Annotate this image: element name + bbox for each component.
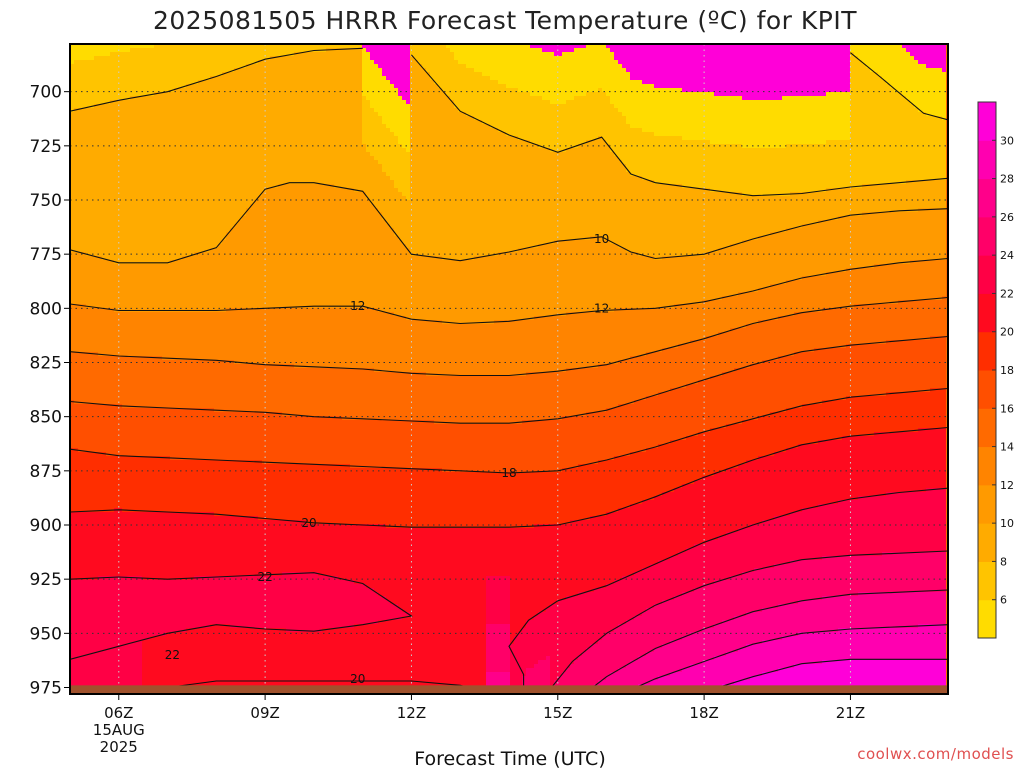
isotherm-24	[547, 550, 948, 693]
colorbar-tick-label: 30	[1000, 134, 1014, 147]
y-tick-label: 950	[30, 624, 62, 644]
colorbar-tick-label: 16	[1000, 402, 1014, 415]
colorbar-segment	[978, 293, 996, 333]
colorbar-tick-label: 24	[1000, 249, 1014, 262]
grid	[70, 44, 948, 694]
colorbar-tick-label: 28	[1000, 173, 1014, 186]
y-tick-label: 925	[30, 570, 62, 590]
x-axis-label: Forecast Time (UTC)	[414, 748, 605, 768]
isotherm-20	[70, 426, 948, 528]
colorbar-tick-label: 18	[1000, 364, 1014, 377]
contour-label: 22	[257, 570, 272, 584]
colorbar-tick-label: 12	[1000, 479, 1014, 492]
colorbar-segment	[978, 178, 996, 218]
isotherm-6	[850, 52, 948, 121]
isotherm-14	[70, 296, 948, 377]
y-tick-label: 850	[30, 408, 62, 428]
colorbar-segment	[978, 408, 996, 448]
plot-frame	[69, 43, 949, 695]
colorbar-segment	[978, 446, 996, 486]
y-tick-label: 725	[30, 137, 62, 157]
colorbar-tick-label: 6	[1000, 594, 1007, 607]
isotherm-22	[70, 572, 413, 660]
isotherm-22	[508, 487, 948, 692]
colorbar-segment	[978, 561, 996, 601]
x-tick-label: 21Z	[836, 704, 865, 722]
ground-surface	[70, 685, 948, 694]
colorbar-segment	[978, 370, 996, 409]
colorbar-tick-label: 22	[1000, 287, 1014, 300]
colorbar-segment	[978, 523, 996, 562]
isotherm-8	[410, 54, 948, 197]
isotherm-18	[70, 387, 948, 474]
colorbar-tick-label: 20	[1000, 326, 1014, 339]
isotherm-26	[586, 589, 948, 693]
contour-label: 20	[350, 672, 365, 686]
colorbar-tick-label: 10	[1000, 517, 1014, 530]
y-tick-label: 975	[30, 679, 62, 699]
contour-label: 20	[301, 516, 316, 530]
chart-title: 2025081505 HRRR Forecast Temperature (ºC…	[153, 6, 857, 35]
isotherm-lines	[70, 47, 948, 693]
x-tick-label: 06Z	[104, 704, 133, 722]
x-tick-label: 12Z	[397, 704, 426, 722]
x-tick-date: 15AUG	[93, 721, 145, 739]
x-tick-label: 18Z	[689, 704, 718, 722]
x-tick-label: 09Z	[250, 704, 279, 722]
x-tick-label: 15Z	[543, 704, 572, 722]
contour-label: 12	[594, 301, 609, 315]
contour-label: 12	[350, 299, 365, 313]
isotherm-10	[70, 182, 948, 264]
x-tick-year: 2025	[100, 738, 138, 756]
colorbar: 6 8 10 12 14 16 18 20 22 24 26 28 30	[977, 101, 1014, 639]
temperature-field	[70, 44, 948, 694]
credit-text[interactable]: coolwx.com/models	[857, 745, 1014, 763]
colorbar-segment	[978, 331, 996, 371]
plot-area: 10 12 12 18 20 22 22 20	[69, 43, 949, 695]
y-tick-label: 825	[30, 354, 62, 374]
y-tick-label: 750	[30, 191, 62, 211]
isotherm-8	[70, 47, 363, 112]
colorbar-segment	[978, 140, 996, 180]
isotherm-30	[703, 658, 948, 693]
y-tick-label: 800	[30, 299, 62, 319]
isotherm-16	[70, 335, 948, 424]
colorbar-tick-label: 8	[1000, 555, 1007, 568]
y-tick-label: 775	[30, 245, 62, 265]
isotherm-28	[625, 624, 948, 693]
colorbar-segment	[978, 102, 996, 141]
colorbar-segment	[978, 255, 996, 294]
contour-label: 22	[165, 648, 180, 662]
y-tick-label: 700	[30, 83, 62, 103]
y-axis: 700 725 750 775 800 825 850 875 900 925 950 975	[30, 83, 70, 699]
y-tick-label: 900	[30, 516, 62, 536]
contour-label: 18	[501, 466, 516, 480]
colorbar-tick-label: 26	[1000, 211, 1014, 224]
colorbar-tick-label: 14	[1000, 441, 1014, 454]
colorbar-segment	[978, 599, 996, 639]
colorbar-segment	[978, 484, 996, 524]
contour-label: 10	[594, 232, 609, 246]
isotherm-12	[70, 257, 948, 325]
y-tick-label: 875	[30, 462, 62, 482]
colorbar-segment	[978, 216, 996, 256]
